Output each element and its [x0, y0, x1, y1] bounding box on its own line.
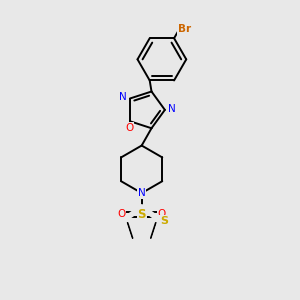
Text: S: S — [160, 216, 168, 226]
Text: N: N — [167, 104, 175, 114]
Text: N: N — [138, 188, 146, 198]
Text: S: S — [137, 208, 146, 221]
Text: O: O — [125, 123, 134, 133]
Text: Br: Br — [178, 24, 191, 34]
Text: N: N — [119, 92, 127, 102]
Text: O: O — [117, 209, 126, 220]
Text: O: O — [158, 209, 166, 220]
